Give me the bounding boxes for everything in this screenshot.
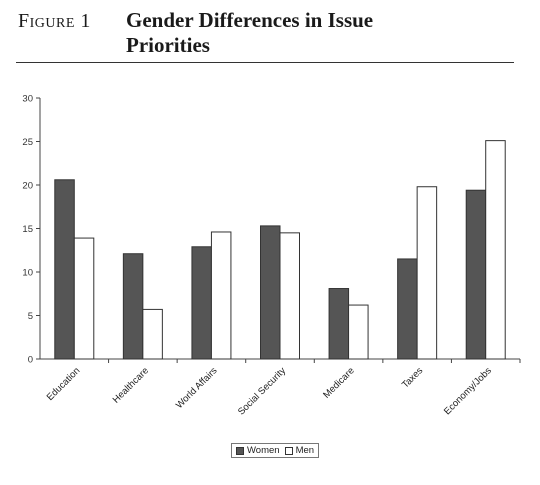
bar-women (328, 288, 350, 360)
x-category-label: Taxes (400, 365, 426, 391)
legend-swatch-men (284, 446, 293, 455)
legend-swatch-women (236, 446, 244, 455)
y-tick-label: 25 (22, 137, 33, 148)
chart-legend: Women Men (231, 443, 320, 458)
bar-men (210, 231, 232, 360)
y-tick-label: 15 (22, 224, 33, 235)
figure-header: Figure 1 Gender Differences in Issue Pri… (18, 8, 518, 58)
bar-women (54, 179, 75, 360)
bar-men (279, 232, 300, 360)
x-category-label: Social Security (236, 365, 288, 417)
y-tick-label: 5 (28, 311, 33, 322)
bar-women (191, 246, 212, 360)
bar-men (142, 308, 163, 360)
bar-men (73, 237, 95, 360)
x-category-label: Education (45, 365, 83, 403)
bar-men (416, 186, 438, 360)
header-rule (16, 62, 514, 63)
bar-men (485, 140, 506, 360)
legend-label-men: Men (295, 445, 315, 456)
legend-label-women: Women (247, 445, 280, 456)
bar-women (465, 189, 487, 360)
figure-label: Figure 1 (18, 10, 91, 32)
figure-title: Gender Differences in Issue Priorities (126, 8, 374, 57)
x-category-label: World Affairs (174, 365, 220, 411)
y-tick-label: 0 (28, 355, 33, 366)
x-category-label: Economy/Jobs (442, 365, 494, 417)
bar-women (260, 225, 281, 360)
bar-women (397, 258, 418, 360)
bar-women (122, 253, 144, 360)
y-tick-label: 10 (22, 268, 33, 279)
x-category-label: Healthcare (111, 365, 151, 405)
y-tick-label: 20 (22, 181, 33, 192)
y-tick-label: 30 (22, 94, 33, 105)
bar-men (348, 304, 369, 360)
x-category-label: Medicare (321, 365, 356, 400)
